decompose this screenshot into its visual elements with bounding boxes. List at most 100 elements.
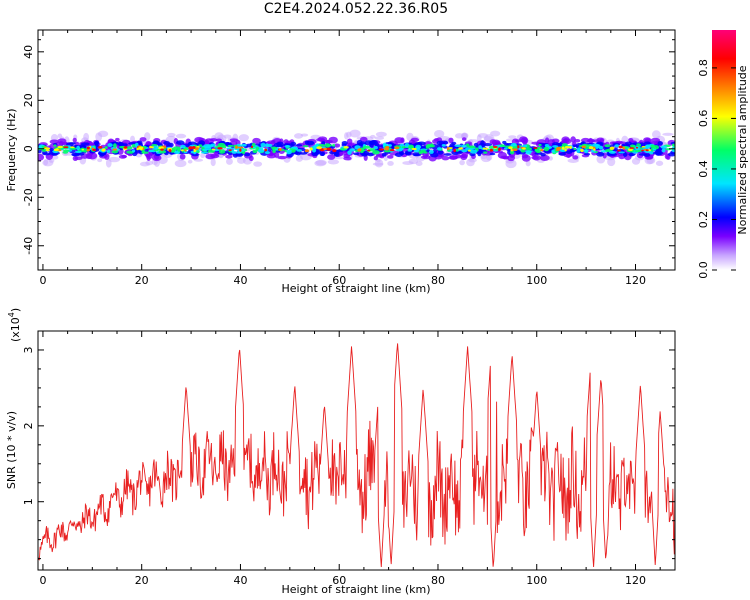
spectral-core-blob xyxy=(483,151,488,154)
spectral-core-blob xyxy=(524,150,533,153)
spectral-core-blob xyxy=(469,149,478,154)
spectral-blue-blob xyxy=(381,152,387,157)
svg-text:(x104): (x104) xyxy=(7,308,22,342)
spectral-halo-blob xyxy=(226,158,233,165)
spectral-body-blob xyxy=(461,137,467,142)
multiplier-prefix: (x10 xyxy=(9,317,22,342)
spectral-core-blob xyxy=(543,146,550,152)
spectral-peak-blob xyxy=(193,149,196,153)
spectral-halo-blob xyxy=(655,160,664,166)
spectral-halo-blob xyxy=(505,159,517,169)
spectral-blue-blob xyxy=(412,152,420,157)
spectral-core-blob xyxy=(196,149,200,154)
spectral-body-blob xyxy=(115,137,120,142)
y-tick-label-top: -20 xyxy=(22,188,35,206)
spectral-body-blob xyxy=(273,151,280,158)
spectral-core-blob xyxy=(415,144,422,150)
spectral-halo-blob xyxy=(459,160,465,166)
spectral-core-blob xyxy=(324,143,331,148)
spectral-body-blob xyxy=(334,143,341,148)
spectral-core-blob xyxy=(240,143,247,147)
spectral-body-blob xyxy=(375,154,384,158)
spectral-core-blob xyxy=(302,145,309,148)
spectral-blue-blob xyxy=(394,152,403,157)
spectral-blue-blob xyxy=(121,143,128,147)
spectral-core-blob xyxy=(582,149,589,152)
spectral-peak-blob xyxy=(635,146,639,149)
spectral-core-blob xyxy=(226,147,234,150)
spectral-body-blob xyxy=(87,152,98,160)
spectral-blue-blob xyxy=(356,139,363,146)
x-tick-label-top: 120 xyxy=(625,274,646,287)
spectral-halo-blob xyxy=(631,157,641,165)
spectral-core-blob xyxy=(284,144,291,148)
spectral-core-blob xyxy=(387,144,392,147)
spectral-peak-blob xyxy=(489,148,494,152)
spectral-halo-blob xyxy=(467,139,479,143)
spectral-core-blob xyxy=(296,149,303,152)
y-tick-label-top: -40 xyxy=(22,237,35,255)
spectral-body-blob xyxy=(225,154,233,159)
spectral-halo-blob xyxy=(167,132,176,138)
spectral-halo-blob xyxy=(651,130,661,139)
spectral-peak-blob xyxy=(217,147,223,150)
x-tick-label-top: 80 xyxy=(431,274,445,287)
spectral-halo-blob xyxy=(415,160,423,167)
spectral-core-blob xyxy=(538,143,542,147)
spectral-peak-blob xyxy=(250,145,254,149)
colorbar-tick-label: 0.0 xyxy=(697,261,710,279)
spectral-peak-blob xyxy=(194,147,199,151)
spectral-core-blob xyxy=(372,150,380,155)
spectral-core-blob xyxy=(671,143,675,147)
spectral-peak-blob xyxy=(45,149,50,152)
spectral-halo-blob xyxy=(334,156,344,160)
spectral-core-blob xyxy=(496,144,501,147)
spectral-blue-blob xyxy=(583,152,591,156)
spectral-peak-blob xyxy=(411,147,417,151)
spectral-body-blob xyxy=(572,155,579,160)
colorbar-tick-label: 0.4 xyxy=(697,160,710,178)
spectral-blue-blob xyxy=(319,152,325,156)
spectral-body-blob xyxy=(574,139,581,143)
spectral-halo-blob xyxy=(193,158,204,162)
spectral-peak-blob xyxy=(561,146,565,150)
spectral-peak-blob xyxy=(316,146,322,150)
x-tick-label-top: 100 xyxy=(526,274,547,287)
spectral-blue-blob xyxy=(629,152,634,157)
spectral-peak-blob xyxy=(482,147,489,150)
x-axis-label-bottom: Height of straight line (km) xyxy=(281,583,430,596)
spectral-peak-blob xyxy=(556,146,562,150)
x-tick-label-bottom: 60 xyxy=(332,574,346,587)
spectral-core-blob xyxy=(650,144,656,148)
spectral-halo-blob xyxy=(97,158,103,163)
spectral-core-blob xyxy=(552,145,559,148)
spectral-halo-blob xyxy=(349,129,361,138)
x-tick-label-top: 40 xyxy=(233,274,247,287)
y-tick-label-top: 40 xyxy=(22,45,35,59)
spectral-core-blob xyxy=(509,150,515,155)
spectral-peak-blob xyxy=(168,149,172,153)
spectral-core-blob xyxy=(436,147,442,151)
spectral-blue-blob xyxy=(175,140,185,145)
spectral-blue-blob xyxy=(93,141,100,145)
spectral-halo-blob xyxy=(372,162,384,166)
spectral-peak-blob xyxy=(188,146,194,150)
spectral-peak-blob xyxy=(384,147,390,151)
spectral-core-blob xyxy=(200,151,209,154)
spectral-core-blob xyxy=(573,148,577,151)
x-axis-label-top: Height of straight line (km) xyxy=(281,282,430,295)
spectral-core-blob xyxy=(645,144,649,148)
spectral-halo-blob xyxy=(375,131,387,137)
spectral-peak-blob xyxy=(323,147,327,151)
spectral-blue-blob xyxy=(276,144,284,148)
spectral-core-blob xyxy=(404,143,410,148)
spectral-blue-blob xyxy=(483,142,493,147)
spectral-halo-blob xyxy=(387,161,394,166)
spectral-peak-blob xyxy=(581,145,586,149)
spectral-peak-blob xyxy=(453,148,456,153)
spectral-core-blob xyxy=(660,145,667,149)
spectral-core-blob xyxy=(148,149,154,153)
spectral-body-blob xyxy=(531,155,539,160)
spectral-core-blob xyxy=(183,150,188,154)
